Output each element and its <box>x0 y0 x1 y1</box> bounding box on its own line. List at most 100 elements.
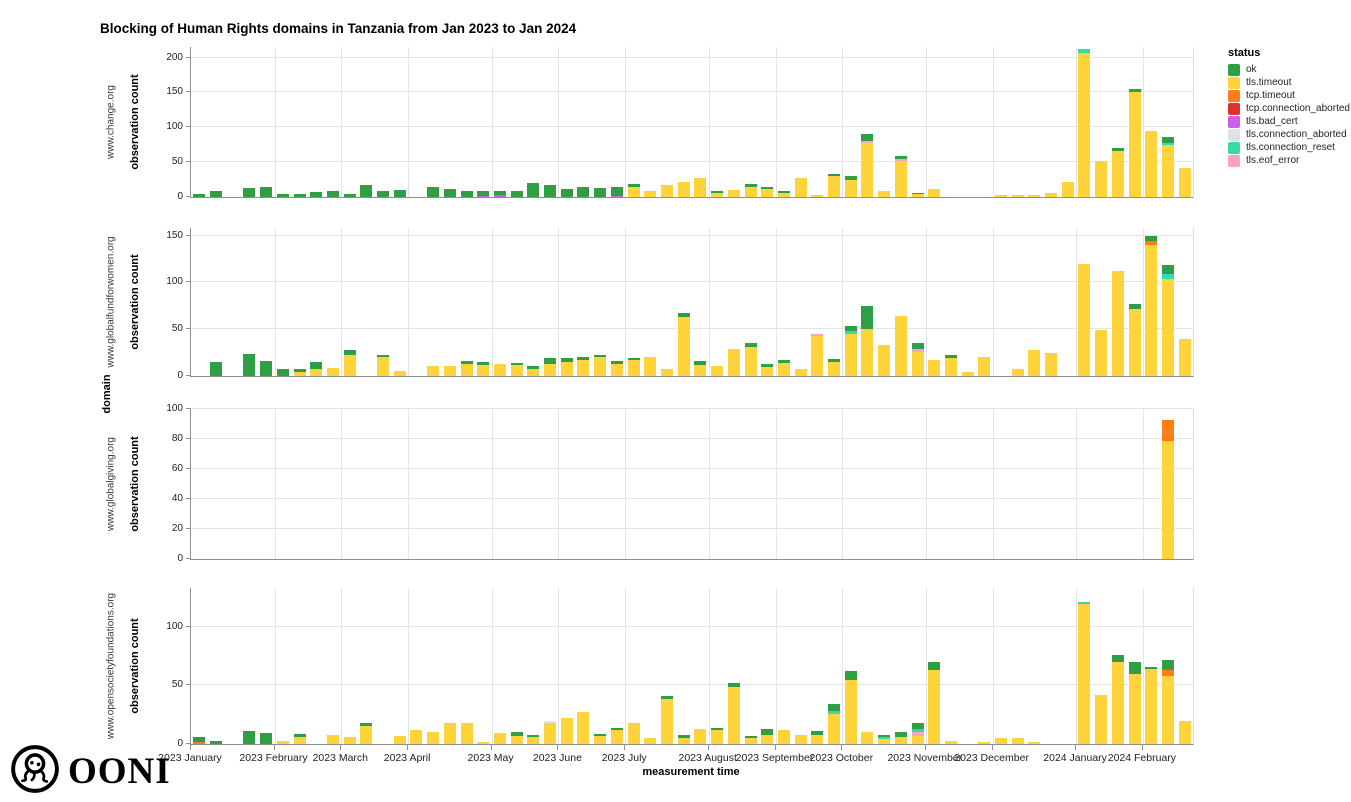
bar-segment-ok[interactable] <box>393 190 406 197</box>
bar[interactable] <box>894 47 907 197</box>
bar-segment-tls.timeout[interactable] <box>994 194 1007 197</box>
bar-segment-tls.timeout[interactable] <box>1078 53 1091 197</box>
bar[interactable] <box>627 588 640 744</box>
bar[interactable] <box>828 47 840 197</box>
bar[interactable] <box>460 228 473 376</box>
bar-segment-tls.bad_cert[interactable] <box>493 194 506 197</box>
bar-segment-tls.timeout[interactable] <box>878 191 890 197</box>
bar[interactable] <box>510 228 523 376</box>
bar[interactable] <box>744 47 757 197</box>
bar-segment-tls.timeout[interactable] <box>610 363 623 376</box>
bar[interactable] <box>727 228 740 376</box>
bar-segment-ok[interactable] <box>544 358 557 364</box>
bar-segment-ok[interactable] <box>310 361 323 369</box>
bar[interactable] <box>544 588 557 744</box>
bar-segment-ok[interactable] <box>310 192 323 197</box>
bar-segment-ok[interactable] <box>711 727 723 730</box>
bar-segment-tls.timeout[interactable] <box>878 739 890 744</box>
bar-segment-tls.timeout[interactable] <box>978 741 991 744</box>
bar-segment-tls.timeout[interactable] <box>660 369 673 376</box>
bar-segment-tls.bad_cert[interactable] <box>477 195 490 197</box>
bar-segment-ok[interactable] <box>627 358 640 361</box>
bar-segment-ok[interactable] <box>844 671 857 680</box>
bar-segment-tls.timeout[interactable] <box>410 729 423 744</box>
bar-segment-tls.timeout[interactable] <box>944 740 957 744</box>
bar[interactable] <box>978 588 991 744</box>
bar-segment-tls.timeout[interactable] <box>610 729 623 744</box>
bar-segment-ok[interactable] <box>744 343 757 347</box>
bar-segment-tls.timeout[interactable] <box>777 729 790 744</box>
bar[interactable] <box>944 228 957 376</box>
bar-segment-tls.timeout[interactable] <box>544 722 557 744</box>
bar-segment-tls.connection_reset[interactable] <box>1078 49 1091 54</box>
bar-segment-ok[interactable] <box>326 191 339 197</box>
bar[interactable] <box>343 228 356 376</box>
bar-segment-ok[interactable] <box>1128 303 1141 309</box>
bar[interactable] <box>427 47 440 197</box>
bar-segment-ok[interactable] <box>377 191 389 197</box>
bar-segment-ok[interactable] <box>1161 659 1174 671</box>
bar-segment-tls.timeout[interactable] <box>694 364 707 376</box>
bar-segment-tls.timeout[interactable] <box>293 737 306 744</box>
bar-segment-tls.timeout[interactable] <box>694 178 707 197</box>
bar-segment-tls.timeout[interactable] <box>861 142 874 197</box>
bar-segment-ok[interactable] <box>343 193 356 197</box>
bar[interactable] <box>777 588 790 744</box>
bar[interactable] <box>377 47 389 197</box>
bar-segment-ok[interactable] <box>911 343 924 349</box>
bar[interactable] <box>577 588 590 744</box>
bar-segment-ok[interactable] <box>594 354 607 358</box>
bar[interactable] <box>493 588 506 744</box>
bar[interactable] <box>911 588 924 744</box>
bar-segment-tls.timeout[interactable] <box>460 363 473 376</box>
bar-segment-tls.timeout[interactable] <box>377 357 389 376</box>
bar-segment-ok[interactable] <box>343 349 356 356</box>
bar[interactable] <box>1128 588 1141 744</box>
bar-segment-tls.timeout[interactable] <box>844 179 857 197</box>
bar[interactable] <box>844 228 857 376</box>
bar[interactable] <box>243 47 256 197</box>
bar-segment-ok[interactable] <box>210 191 222 197</box>
bar[interactable] <box>393 47 406 197</box>
bar-segment-tls.timeout[interactable] <box>493 363 506 376</box>
bar[interactable] <box>493 47 506 197</box>
bar[interactable] <box>1178 588 1191 744</box>
bar-segment-tls.timeout[interactable] <box>443 365 456 376</box>
bar[interactable] <box>326 228 339 376</box>
bar-segment-tls.eof_error[interactable] <box>911 732 924 736</box>
bar-segment-tls.timeout[interactable] <box>1095 694 1108 744</box>
bar-segment-ok[interactable] <box>510 732 523 736</box>
bar-segment-tls.timeout[interactable] <box>1028 741 1041 744</box>
bar-segment-ok[interactable] <box>711 191 723 193</box>
bar[interactable] <box>928 588 941 744</box>
bar-segment-ok[interactable] <box>844 326 857 331</box>
bar[interactable] <box>994 47 1007 197</box>
bar-segment-ok[interactable] <box>510 191 523 197</box>
bar-segment-ok[interactable] <box>660 695 673 700</box>
bar[interactable] <box>594 47 607 197</box>
bar[interactable] <box>911 228 924 376</box>
bar-segment-tls.timeout[interactable] <box>711 365 723 376</box>
bar-segment-tls.timeout[interactable] <box>894 737 907 744</box>
bar-segment-ok[interactable] <box>744 184 757 187</box>
bar[interactable] <box>711 588 723 744</box>
bar[interactable] <box>777 47 790 197</box>
bar[interactable] <box>644 228 657 376</box>
bar[interactable] <box>310 47 323 197</box>
bar-segment-tls.timeout[interactable] <box>744 738 757 744</box>
bar-segment-tls.timeout[interactable] <box>727 190 740 197</box>
bar[interactable] <box>994 588 1007 744</box>
bar[interactable] <box>276 588 289 744</box>
bar-segment-tls.timeout[interactable] <box>777 362 790 376</box>
bar[interactable] <box>544 47 557 197</box>
bar[interactable] <box>360 47 373 197</box>
bar-segment-tls.timeout[interactable] <box>544 363 557 376</box>
bar-segment-tls.timeout[interactable] <box>711 729 723 744</box>
bar-segment-tls.timeout[interactable] <box>644 738 657 744</box>
bar[interactable] <box>510 588 523 744</box>
bar[interactable] <box>677 228 690 376</box>
bar[interactable] <box>694 47 707 197</box>
bar[interactable] <box>844 588 857 744</box>
bar[interactable] <box>677 588 690 744</box>
bar-segment-tcp.timeout[interactable] <box>1161 670 1174 676</box>
